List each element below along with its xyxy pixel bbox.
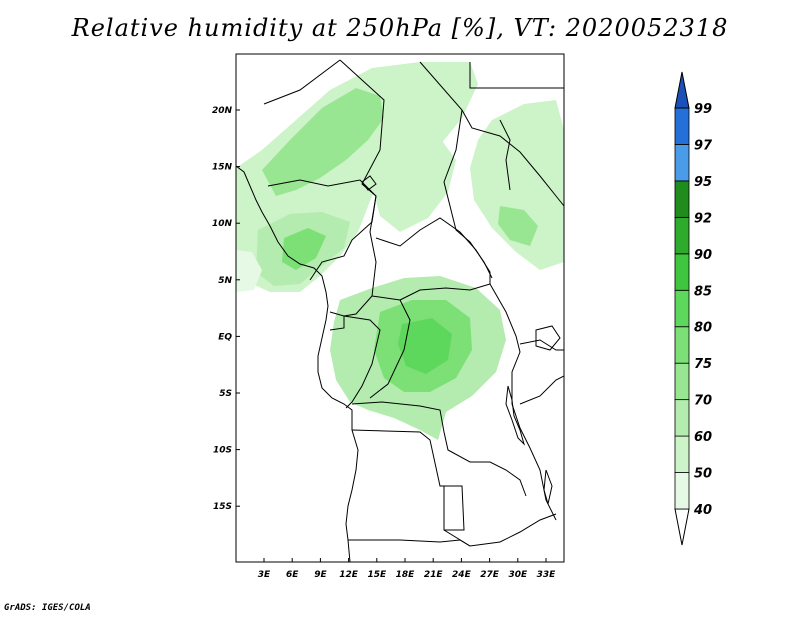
lon-tick-label: 24E bbox=[452, 570, 472, 580]
colorbar-box bbox=[674, 362, 690, 401]
border-cameroon bbox=[343, 195, 377, 317]
humidity-fill-layer bbox=[236, 62, 564, 440]
lat-tick-label: 15N bbox=[212, 163, 233, 173]
border-gabon bbox=[329, 311, 345, 331]
colorbar-box bbox=[674, 435, 690, 473]
country-borders bbox=[236, 59, 564, 562]
colorbar-box bbox=[674, 472, 690, 510]
lat-tick-label: 5S bbox=[219, 389, 232, 399]
border-car bbox=[375, 217, 491, 301]
border-tanzania bbox=[519, 375, 564, 405]
lat-tick-label: 10S bbox=[213, 446, 232, 456]
colorbar-label: 92 bbox=[694, 211, 712, 226]
colorbar-box bbox=[674, 144, 690, 182]
lon-tick-label: 15E bbox=[367, 570, 387, 580]
lat-tick-label: 10N bbox=[212, 219, 233, 229]
border-angola bbox=[351, 429, 465, 531]
map-frame bbox=[235, 53, 565, 563]
longitude-axis: 3E 6E 9E 12E 15E 18E 21E 24E 27E 30E 33E bbox=[258, 558, 556, 580]
colorbar-label: 40 bbox=[693, 503, 712, 518]
lake-victoria bbox=[535, 325, 561, 351]
lake-tanganyika bbox=[505, 385, 526, 446]
border-namibia bbox=[348, 539, 471, 547]
border-libya bbox=[469, 62, 564, 89]
lon-tick-label: 21E bbox=[424, 570, 444, 580]
border-niger bbox=[263, 59, 341, 105]
lon-tick-label: 6E bbox=[286, 570, 299, 580]
chart-title: Relative humidity at 250hPa [%], VT: 202… bbox=[71, 14, 729, 42]
colorbar-label: 75 bbox=[694, 357, 712, 372]
colorbar-box bbox=[674, 326, 690, 364]
colorbar-box bbox=[674, 107, 690, 145]
humidity-area-central-north bbox=[372, 132, 456, 232]
lon-tick-label: 9E bbox=[314, 570, 327, 580]
colorbar-label: 90 bbox=[694, 248, 712, 263]
colorbar-label: 95 bbox=[694, 175, 712, 190]
colorbar-label: 80 bbox=[694, 321, 712, 336]
colorbar-lower-triangle bbox=[674, 508, 690, 546]
humidity-area-east bbox=[470, 100, 564, 270]
lon-tick-label: 18E bbox=[396, 570, 416, 580]
grads-credit: GrADS: IGES/COLA bbox=[4, 603, 91, 613]
colorbar-box bbox=[674, 399, 690, 437]
border-congo bbox=[343, 315, 381, 409]
colorbar-box bbox=[674, 253, 690, 291]
lon-tick-label: 30E bbox=[508, 570, 528, 580]
humidity-area-south-west bbox=[236, 250, 262, 292]
border-zambia bbox=[443, 486, 557, 547]
lake-malawi bbox=[543, 469, 553, 505]
colorbar-label: 70 bbox=[694, 394, 712, 409]
lon-tick-label: 3E bbox=[258, 570, 271, 580]
border-uganda bbox=[519, 339, 564, 351]
colorbar-box bbox=[674, 289, 690, 328]
border-drc-west bbox=[369, 299, 411, 399]
lon-tick-label: 33E bbox=[537, 570, 557, 580]
lon-tick-label: 12E bbox=[339, 570, 359, 580]
coastline bbox=[236, 165, 359, 562]
border-car-south bbox=[371, 295, 401, 301]
lat-tick-label: 5N bbox=[218, 276, 232, 286]
border-sudan-ethiopia bbox=[461, 109, 564, 207]
nile-river bbox=[499, 119, 511, 191]
lat-tick-label: EQ bbox=[218, 332, 232, 342]
colorbar-label: 99 bbox=[694, 102, 712, 117]
humidity-area-east-core bbox=[498, 206, 538, 246]
latitude-axis: 20N 15N 10N 5N EQ 5S 10S 15S bbox=[212, 106, 240, 512]
lat-tick-label: 20N bbox=[212, 106, 233, 116]
colorbar-label: 60 bbox=[694, 430, 712, 445]
humidity-area-congo-center bbox=[398, 318, 452, 374]
border-drc-south bbox=[351, 401, 527, 497]
lon-tick-label: 27E bbox=[480, 570, 500, 580]
colorbar-label: 85 bbox=[694, 284, 712, 299]
colorbar-box bbox=[674, 180, 690, 218]
colorbar-label: 50 bbox=[694, 467, 712, 482]
colorbar-upper-triangle bbox=[674, 71, 690, 109]
lat-tick-label: 15S bbox=[213, 502, 232, 512]
humidity-area-sahel-core bbox=[262, 88, 384, 196]
colorbar-box bbox=[674, 216, 690, 255]
colorbar-label: 97 bbox=[694, 138, 713, 153]
lake-chad bbox=[361, 175, 377, 191]
